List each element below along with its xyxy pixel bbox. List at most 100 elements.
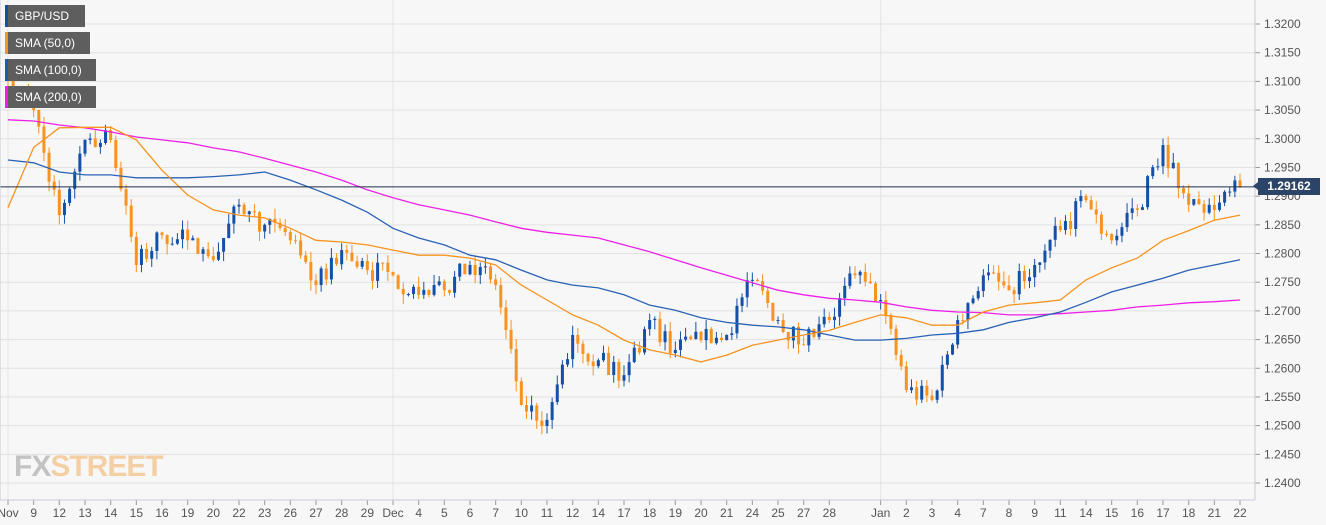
candle-body bbox=[1176, 162, 1180, 189]
candle-body bbox=[473, 264, 477, 276]
candle-body bbox=[150, 250, 154, 259]
legend-color-swatch bbox=[5, 86, 8, 108]
candle-body bbox=[622, 375, 626, 381]
x-tick-label: 15 bbox=[1105, 506, 1119, 520]
y-tick-label: 1.2750 bbox=[1264, 275, 1301, 289]
candle-body bbox=[206, 249, 210, 257]
candle-body bbox=[725, 334, 729, 341]
candle-body bbox=[98, 142, 102, 147]
candle-body bbox=[1099, 214, 1103, 234]
candle-body bbox=[519, 381, 523, 405]
legend-label: SMA (200,0) bbox=[15, 90, 82, 104]
legend-gbpusd[interactable]: GBP/USD bbox=[5, 5, 85, 27]
candle-body bbox=[1038, 262, 1042, 265]
candle-body bbox=[73, 171, 77, 189]
candle-body bbox=[807, 328, 811, 346]
candle-body bbox=[560, 364, 564, 385]
candle-body bbox=[288, 231, 292, 241]
candle-body bbox=[186, 229, 190, 241]
candle-body bbox=[309, 261, 313, 281]
legend-sma-200[interactable]: SMA (200,0) bbox=[5, 86, 96, 108]
candle-body bbox=[11, 80, 15, 92]
candle-body bbox=[1053, 225, 1057, 240]
candle-body bbox=[422, 289, 426, 295]
candle-body bbox=[920, 385, 924, 400]
candle-body bbox=[1238, 180, 1242, 187]
candle-body bbox=[663, 331, 667, 343]
candle-body bbox=[771, 302, 775, 321]
legend-label: SMA (50,0) bbox=[15, 36, 76, 50]
y-tick-label: 1.2500 bbox=[1264, 419, 1301, 433]
x-tick-label: 17 bbox=[1156, 506, 1170, 520]
candle-body bbox=[1192, 199, 1196, 205]
candle-body bbox=[1125, 212, 1129, 228]
candle-body bbox=[360, 261, 364, 267]
candle-body bbox=[581, 343, 585, 354]
x-tick-label: 16 bbox=[1131, 506, 1145, 520]
candle-body bbox=[88, 138, 92, 140]
x-tick-label: 23 bbox=[258, 506, 272, 520]
candle-body bbox=[504, 307, 508, 330]
y-tick-label: 1.3050 bbox=[1264, 103, 1301, 117]
legend-sma-50[interactable]: SMA (50,0) bbox=[5, 32, 90, 54]
candle-body bbox=[427, 289, 431, 295]
x-tick-label: 15 bbox=[130, 506, 144, 520]
candle-body bbox=[1105, 233, 1109, 235]
x-tick-label: 5 bbox=[441, 506, 448, 520]
candle-body bbox=[930, 395, 934, 400]
candle-body bbox=[981, 275, 985, 292]
legend-sma-100[interactable]: SMA (100,0) bbox=[5, 59, 96, 81]
candle-body bbox=[545, 419, 549, 426]
candle-body bbox=[986, 272, 990, 276]
candle-body bbox=[1058, 225, 1062, 230]
candle-body bbox=[324, 268, 328, 280]
candle-body bbox=[1140, 207, 1144, 210]
candle-body bbox=[940, 364, 944, 391]
candle-body bbox=[853, 273, 857, 276]
candle-body bbox=[227, 223, 231, 239]
candle-body bbox=[93, 138, 97, 147]
candle-body bbox=[442, 281, 446, 291]
candle-body bbox=[155, 232, 159, 251]
candle-body bbox=[1146, 176, 1150, 208]
candle-body bbox=[1022, 270, 1026, 282]
x-tick-label: 12 bbox=[53, 506, 67, 520]
candle-body bbox=[1120, 227, 1124, 236]
candle-body bbox=[396, 275, 400, 289]
candle-body bbox=[694, 331, 698, 339]
x-tick-label: 18 bbox=[1182, 506, 1196, 520]
candle-body bbox=[304, 255, 308, 262]
candle-body bbox=[412, 286, 416, 295]
candle-body bbox=[827, 316, 831, 321]
x-tick-label: 19 bbox=[181, 506, 195, 520]
y-tick-label: 1.3100 bbox=[1264, 74, 1301, 88]
candle-body bbox=[478, 266, 482, 276]
y-tick-label: 1.2600 bbox=[1264, 361, 1301, 375]
x-tick-label: 10 bbox=[515, 506, 529, 520]
candle-body bbox=[720, 337, 724, 341]
candle-body bbox=[904, 366, 908, 391]
candle-body bbox=[1151, 167, 1155, 177]
candle-body bbox=[874, 283, 878, 302]
candle-body bbox=[1156, 166, 1160, 168]
candle-body bbox=[535, 405, 539, 421]
candle-body bbox=[417, 286, 421, 295]
candle-body bbox=[709, 328, 713, 344]
candle-body bbox=[1228, 191, 1232, 193]
candle-body bbox=[283, 228, 287, 232]
candle-body bbox=[355, 261, 359, 267]
candle-body bbox=[406, 294, 410, 296]
x-tick-label: Nov bbox=[0, 506, 19, 520]
x-tick-label: 13 bbox=[78, 506, 92, 520]
x-tick-label: 22 bbox=[232, 506, 246, 520]
candle-body bbox=[1212, 204, 1216, 210]
candle-body bbox=[252, 211, 256, 213]
candle-body bbox=[730, 333, 734, 335]
candle-body bbox=[509, 329, 513, 350]
sma-50-line bbox=[7, 126, 1241, 363]
candle-body bbox=[1074, 201, 1078, 229]
candle-body bbox=[689, 336, 693, 339]
y-tick-label: 1.2800 bbox=[1264, 247, 1301, 261]
candle-body bbox=[1007, 285, 1011, 291]
